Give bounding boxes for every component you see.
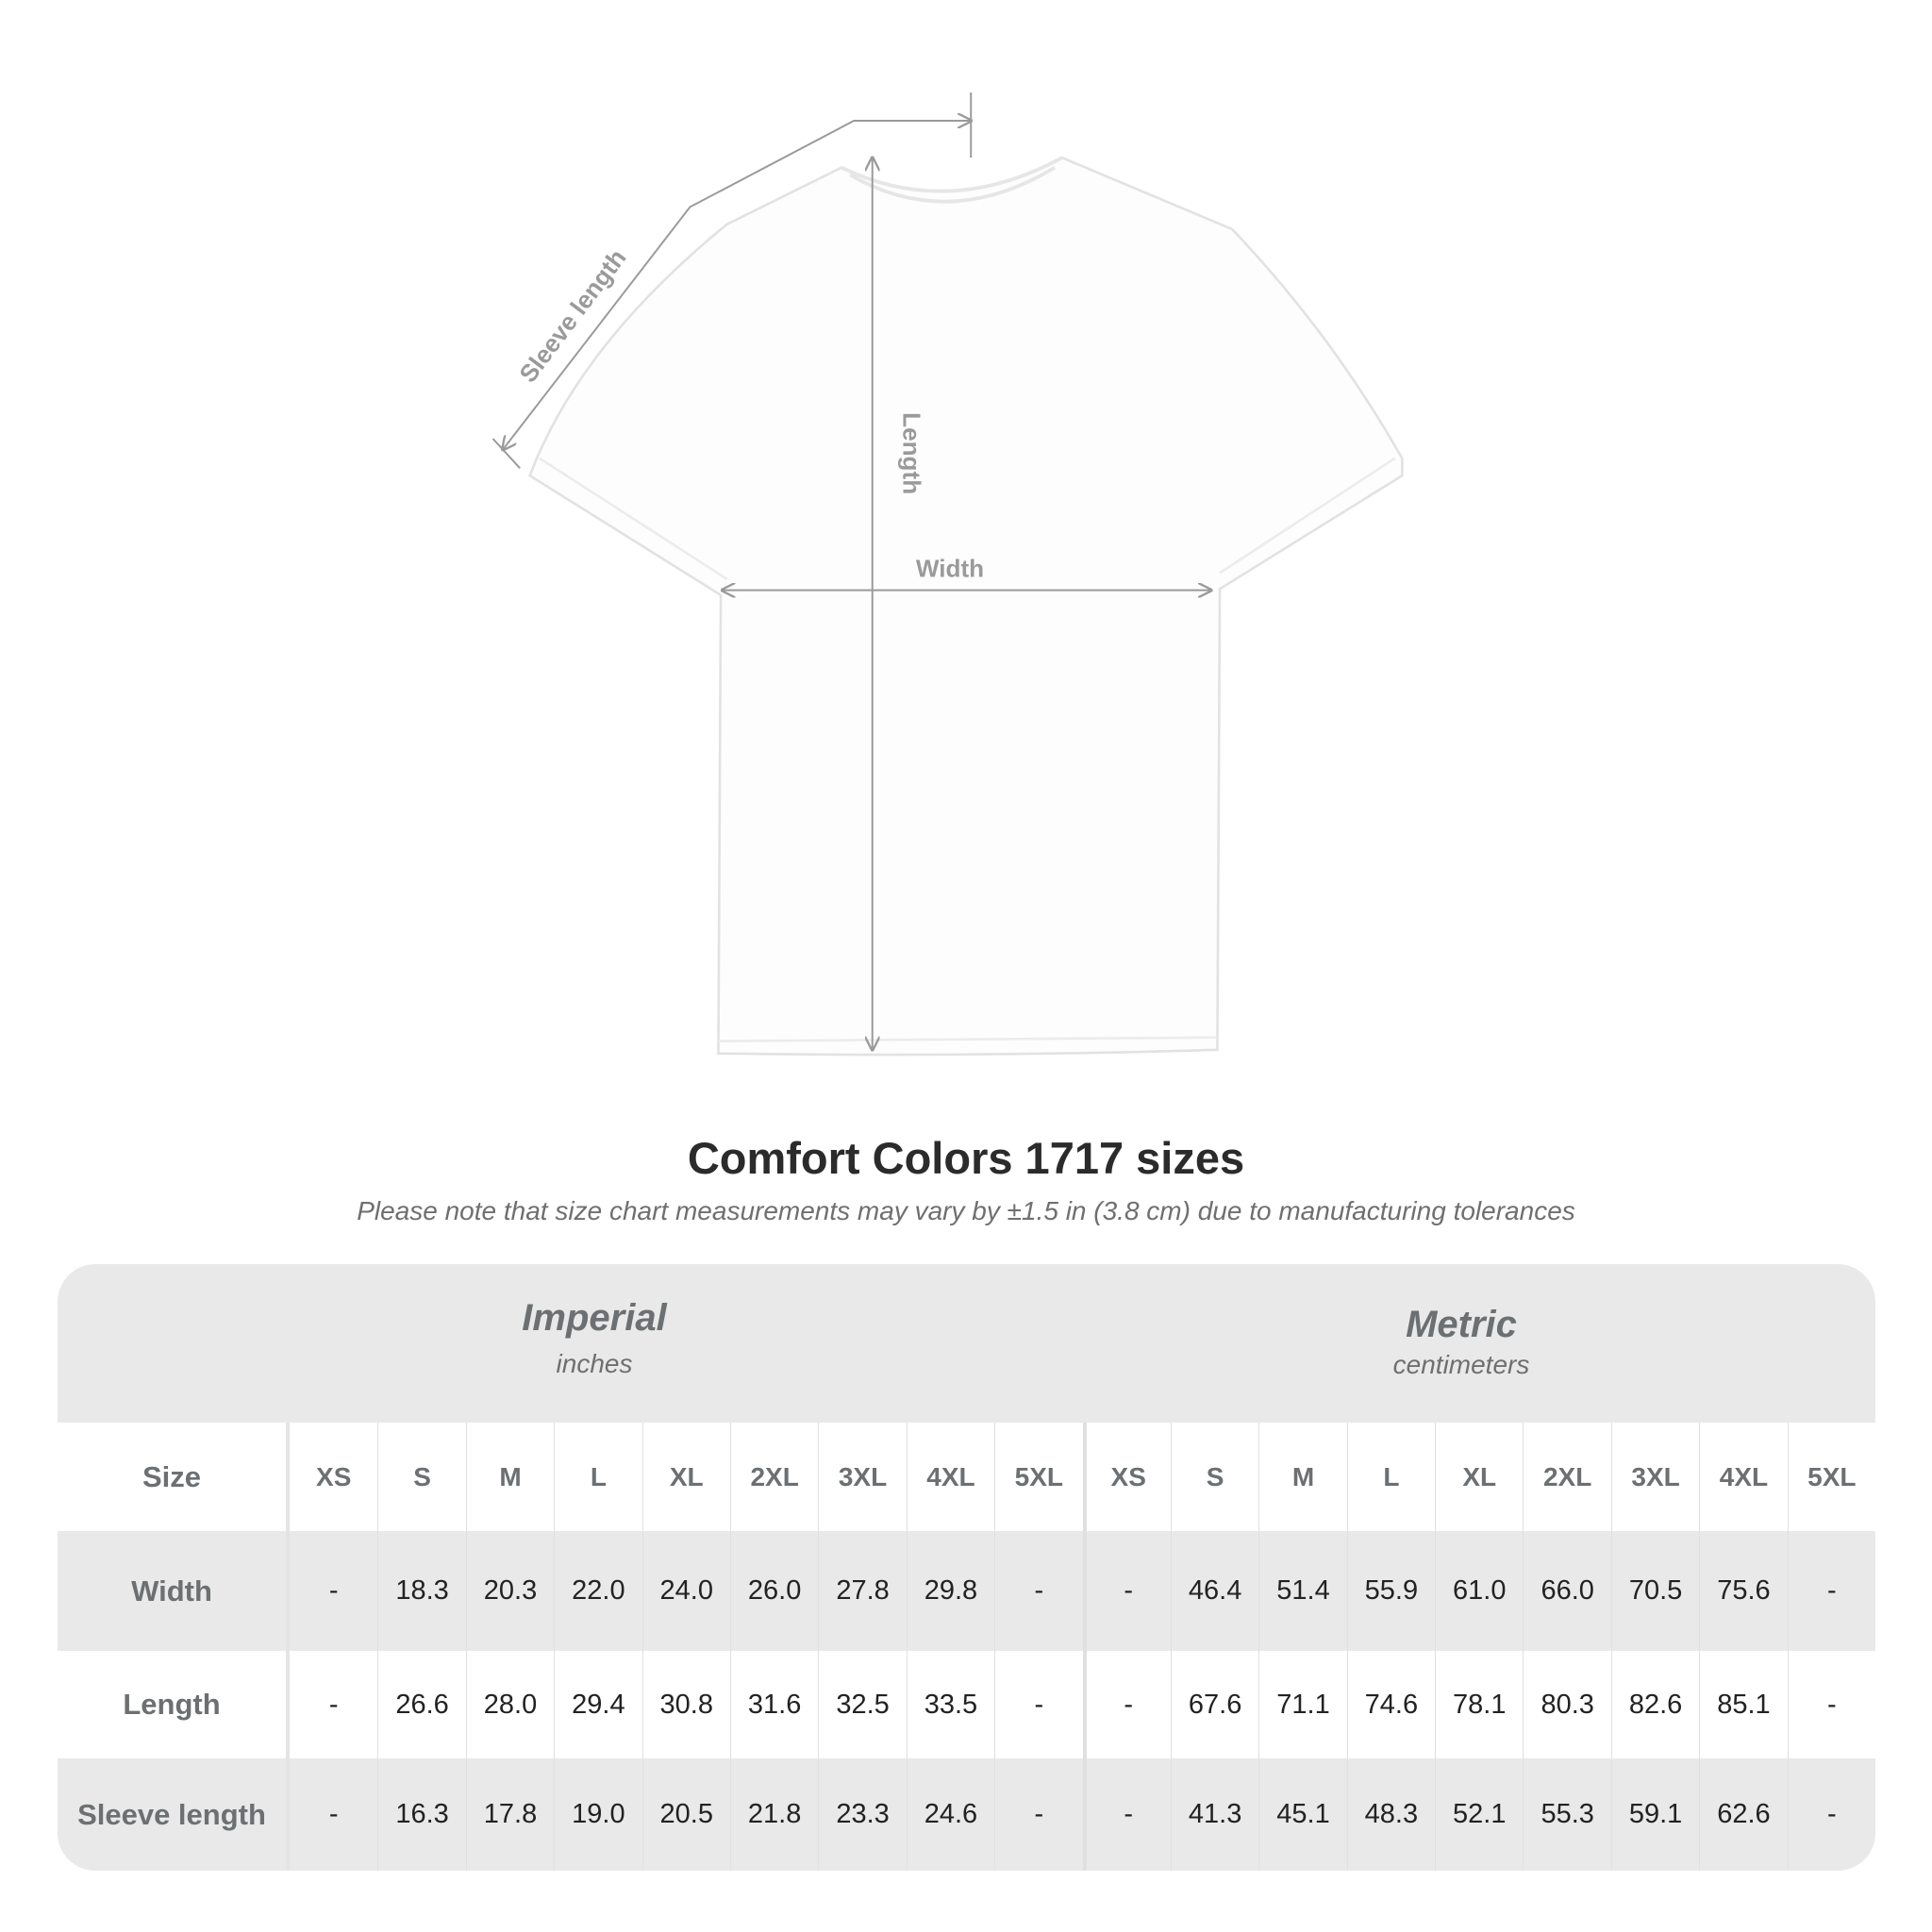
size-header-cell: 4XL <box>1699 1423 1787 1531</box>
width-label: Width <box>916 554 984 582</box>
size-header-cell: 3XL <box>1610 1423 1699 1531</box>
table-cell: - <box>1787 1758 1875 1871</box>
table-cell: 24.0 <box>641 1531 730 1651</box>
table-cell: 66.0 <box>1523 1531 1610 1651</box>
table-cell: 20.5 <box>641 1758 730 1871</box>
header-band <box>58 1264 1875 1423</box>
table-cell: 55.3 <box>1523 1758 1610 1871</box>
row-label: Length <box>58 1651 290 1758</box>
table-cell: 28.0 <box>465 1651 554 1758</box>
table-cell: - <box>328 1575 339 1606</box>
table-cell: 52.1 <box>1435 1758 1523 1871</box>
table-cell: 26.6 <box>377 1651 465 1758</box>
table-cell: - <box>328 1689 339 1720</box>
table-cell: - <box>1787 1651 1875 1758</box>
imperial-header: Imperial inches <box>311 1297 877 1379</box>
size-header-cell: M <box>465 1423 554 1531</box>
table-cell: 85.1 <box>1699 1651 1787 1758</box>
row-band <box>58 1758 1875 1871</box>
size-header-cell: S <box>377 1423 465 1531</box>
size-header-row: Size XS S M L XL 2XL 3XL 4XL 5XL XS S M L XL 2XL 3XL 4XL 5… <box>58 1423 1875 1531</box>
imperial-title: Imperial <box>522 1297 667 1339</box>
size-header-cell: XL <box>1435 1423 1523 1531</box>
tshirt-image <box>528 156 1404 1057</box>
table-cell: - <box>1082 1758 1171 1871</box>
table-cell: 18.3 <box>377 1531 465 1651</box>
table-cell: 32.5 <box>818 1651 906 1758</box>
table-cell: 61.0 <box>1435 1531 1523 1651</box>
size-table: Imperial inches Metric centimeters Size X… <box>58 1264 1875 1871</box>
table-cell: 45.1 <box>1258 1758 1346 1871</box>
table-cell: 24.6 <box>906 1758 994 1871</box>
table-cell: 20.3 <box>465 1531 554 1651</box>
size-header-cell: 5XL <box>994 1423 1082 1531</box>
table-cell: - <box>1082 1531 1171 1651</box>
page-title: Comfort Colors 1717 sizes <box>687 1133 1245 1183</box>
size-header-cell: XL <box>641 1423 730 1531</box>
table-cell: 75.6 <box>1699 1531 1787 1651</box>
table-cell: 26.0 <box>729 1531 818 1651</box>
row-label: Width <box>58 1531 290 1651</box>
size-header-cell: 4XL <box>906 1423 994 1531</box>
metric-header: Metric centimeters <box>1178 1304 1744 1380</box>
imperial-unit: inches <box>556 1349 633 1378</box>
table-cell: 31.6 <box>729 1651 818 1758</box>
metric-unit: centimeters <box>1392 1350 1530 1379</box>
table-cell: 23.3 <box>818 1758 906 1871</box>
table-row: Width -18.3 20.3 22.0 24.0 26.0 27.8 29.8- -46.4… <box>58 1531 1875 1651</box>
length-label: Length <box>897 412 925 494</box>
table-cell: 41.3 <box>1170 1758 1258 1871</box>
table-cell: 74.6 <box>1346 1651 1435 1758</box>
size-header-cell: XS <box>316 1461 352 1491</box>
table-cell: 30.8 <box>641 1651 730 1758</box>
table-row: Length -26.6 28.0 29.4 30.8 31.6 32.5 33.5- -67.… <box>58 1651 1875 1758</box>
sleeve-measure-line <box>491 92 971 469</box>
metric-title: Metric <box>1406 1304 1517 1345</box>
table-cell: 29.4 <box>554 1651 641 1758</box>
tolerance-note: Please note that size chart measurements… <box>357 1196 1575 1225</box>
table-cell: 82.6 <box>1610 1651 1699 1758</box>
table-cell: - <box>994 1531 1082 1651</box>
table-cell: 19.0 <box>554 1758 641 1871</box>
table-cell: 67.6 <box>1170 1651 1258 1758</box>
row-band <box>58 1531 1875 1651</box>
table-cell: 17.8 <box>465 1758 554 1871</box>
table-cell: - <box>1082 1651 1171 1758</box>
size-header-cell: 5XL <box>1787 1423 1875 1531</box>
size-header-cell: M <box>1258 1423 1346 1531</box>
table-cell: 46.4 <box>1170 1531 1258 1651</box>
table-cell: 16.3 <box>377 1758 465 1871</box>
table-cell: 62.6 <box>1699 1758 1787 1871</box>
table-cell: 33.5 <box>906 1651 994 1758</box>
size-header-cell: 3XL <box>818 1423 906 1531</box>
table-cell: - <box>994 1651 1082 1758</box>
size-header-cell: L <box>554 1423 641 1531</box>
table-cell: 59.1 <box>1610 1758 1699 1871</box>
table-cell: 22.0 <box>554 1531 641 1651</box>
table-cell: - <box>994 1758 1082 1871</box>
row-label: Size <box>58 1423 290 1531</box>
table-cell: 27.8 <box>818 1531 906 1651</box>
table-cell: 29.8 <box>906 1531 994 1651</box>
table-cell: 70.5 <box>1610 1531 1699 1651</box>
size-header-cell: S <box>1170 1423 1258 1531</box>
size-header-cell: XS <box>1082 1423 1171 1531</box>
table-cell: 80.3 <box>1523 1651 1610 1758</box>
table-cell: 51.4 <box>1258 1531 1346 1651</box>
size-header-cell: L <box>1346 1423 1435 1531</box>
table-cell: - <box>328 1799 339 1829</box>
table-cell: 71.1 <box>1258 1651 1346 1758</box>
size-header-cell: 2XL <box>1523 1423 1610 1531</box>
table-row: Sleeve length - 16.3 17.8 19.0 20.5 21.8 23.3 24… <box>58 1758 1875 1871</box>
table-cell: 48.3 <box>1346 1758 1435 1871</box>
table-cell: 21.8 <box>729 1758 818 1871</box>
table-cell: 55.9 <box>1346 1531 1435 1651</box>
size-header-cell: 2XL <box>729 1423 818 1531</box>
row-label: Sleeve length <box>58 1758 290 1871</box>
table-cell: - <box>1787 1531 1875 1651</box>
table-cell: 78.1 <box>1435 1651 1523 1758</box>
